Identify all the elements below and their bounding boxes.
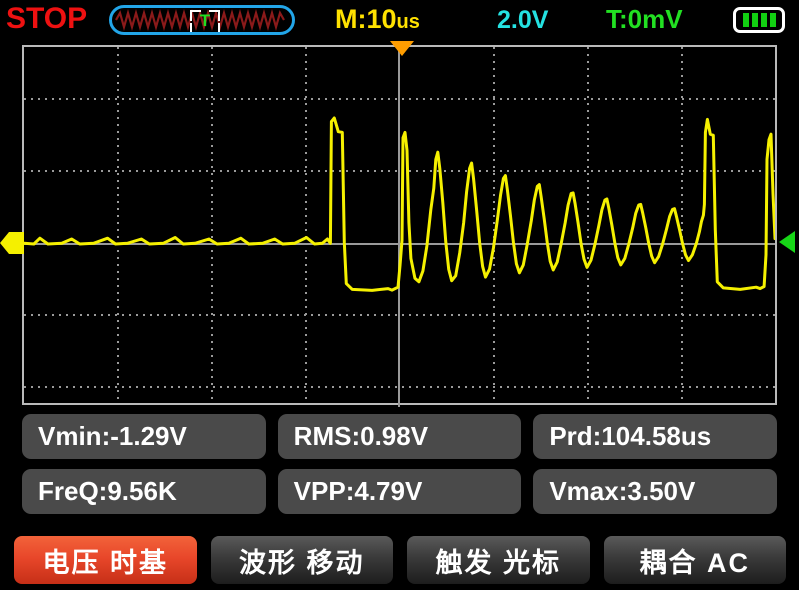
trigger-level-marker[interactable] xyxy=(779,231,795,253)
menu-button-voltage-timebase[interactable]: 电压 时基 xyxy=(14,536,197,584)
volts-per-div-readout[interactable]: 2.0V xyxy=(497,6,549,34)
bottom-menu-bar: 电压 时基 波形 移动 触发 光标 耦合 AC xyxy=(14,536,786,584)
measurement-vpp[interactable]: VPP:4.79V xyxy=(277,469,522,514)
channel-1-ground-marker[interactable] xyxy=(0,230,24,256)
trigger-position-arrow[interactable] xyxy=(390,41,414,56)
timebase-readout[interactable]: M:10us xyxy=(335,3,420,38)
timebase-value: M:10 xyxy=(335,4,397,34)
timebase-unit: us xyxy=(396,11,420,33)
run-state-label[interactable]: STOP xyxy=(6,2,88,35)
menu-button-waveform-move[interactable]: 波形 移动 xyxy=(210,536,393,584)
waveform-display[interactable] xyxy=(22,45,777,407)
measurement-freq[interactable]: FreQ:9.56K xyxy=(22,469,266,514)
trigger-level-readout[interactable]: T:0mV xyxy=(606,4,683,34)
measurement-vmin[interactable]: Vmin:-1.29V xyxy=(22,414,266,459)
measurement-row-1: Vmin:-1.29V RMS:0.98V Prd:104.58us xyxy=(22,414,778,459)
measurement-prd[interactable]: Prd:104.58us xyxy=(533,414,778,459)
waveform-preview-icon[interactable]: T xyxy=(109,5,295,35)
measurement-row-2: FreQ:9.56K VPP:4.79V Vmax:3.50V xyxy=(22,469,778,514)
ground-reference-line xyxy=(24,243,775,245)
measurement-vmax[interactable]: Vmax:3.50V xyxy=(533,469,778,514)
measurement-panel: Vmin:-1.29V RMS:0.98V Prd:104.58us FreQ:… xyxy=(22,414,778,522)
status-bar: STOP T M:10us 2.0V T:0mV xyxy=(0,0,799,40)
measurement-rms[interactable]: RMS:0.98V xyxy=(277,414,522,459)
menu-button-trigger-cursor[interactable]: 触发 光标 xyxy=(407,536,590,584)
waveform-trace xyxy=(24,116,775,292)
trigger-letter: T xyxy=(199,11,211,30)
menu-button-coupling-ac[interactable]: 耦合 AC xyxy=(603,536,786,584)
battery-full-icon xyxy=(733,7,785,33)
trigger-position-marker: T xyxy=(190,10,220,32)
trigger-position-line xyxy=(398,47,400,407)
